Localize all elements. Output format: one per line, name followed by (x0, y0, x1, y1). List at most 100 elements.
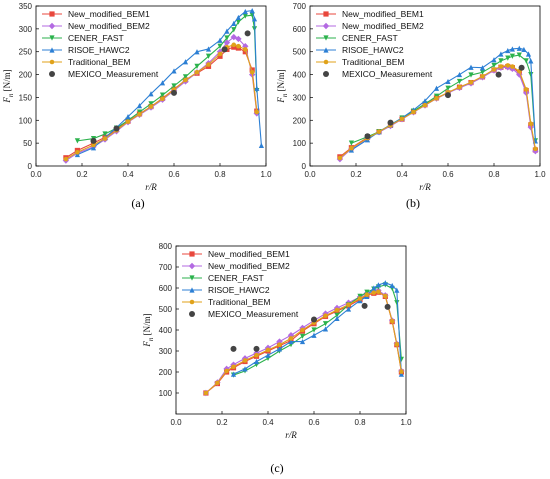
legend: New_modified_BEM1 New_modified_BEM2 CENER_… (182, 249, 299, 319)
data-point-traditional-bem (389, 318, 395, 324)
data-point-risoe-hawc2 (136, 103, 143, 109)
legend-marker-new-modified-bem1 (189, 251, 195, 257)
legend-marker-cener-fast (189, 275, 195, 281)
data-point-risoe-hawc2 (394, 287, 400, 293)
data-point-cener-fast (224, 35, 230, 41)
legend-marker-risoe-hawc2 (189, 287, 195, 293)
data-point-traditional-bem (394, 341, 400, 347)
data-point-traditional-bem (457, 84, 462, 90)
y-tick-label: 500 (159, 305, 173, 314)
data-point-traditional-bem (148, 104, 154, 109)
legend-label-mexico-measurement: MEXICO_Measurement (68, 69, 159, 79)
data-point-traditional-bem (376, 129, 382, 135)
data-point-mexico-measurement (364, 133, 371, 140)
data-point-new-modified-bem2 (516, 71, 523, 78)
data-point-cener-fast (299, 333, 306, 339)
data-point-risoe-hawc2 (322, 326, 329, 332)
data-point-risoe-hawc2 (242, 366, 248, 372)
y-axis-label: Fn [N/m] (276, 69, 289, 103)
legend-marker-risoe-hawc2 (49, 47, 55, 53)
data-point-risoe-hawc2 (205, 46, 212, 52)
data-point-cener-fast (528, 71, 534, 78)
x-tick-label: 0.8 (354, 418, 366, 427)
y-tick-label: 200 (293, 116, 307, 125)
y-axis-label: Fn [N/m] (142, 313, 155, 347)
data-point-cener-fast (102, 131, 108, 137)
x-tick-label: 0.4 (396, 170, 408, 179)
data-point-cener-fast (479, 69, 486, 75)
data-point-traditional-bem (125, 119, 131, 124)
data-point-risoe-hawc2 (276, 346, 283, 352)
legend-marker-new-modified-bem2 (188, 262, 196, 270)
data-point-risoe-hawc2 (171, 68, 177, 74)
data-point-risoe-hawc2 (491, 57, 497, 63)
x-tick-label: 0.6 (308, 418, 320, 427)
data-point-traditional-bem (468, 80, 474, 85)
data-point-risoe-hawc2 (90, 145, 97, 151)
chart-panel-1: 0.0 0.2 0.4 0.6 0.8 1.0 0 50 100 150 200 250 300 350 r… (2, 2, 272, 210)
data-point-mexico-measurement (361, 302, 368, 309)
data-point-traditional-bem (160, 96, 165, 102)
legend-label-cener-fast: CENER_FAST (208, 273, 264, 283)
legend-marker-new-modified-bem1 (49, 11, 55, 17)
y-tick-label: 300 (19, 25, 33, 34)
data-point-cener-fast (242, 13, 248, 19)
x-axis-label: r/R (419, 182, 431, 192)
x-tick-label: 1.0 (400, 418, 412, 427)
legend-label-new-modified-bem2: New_modified_BEM2 (68, 21, 150, 31)
series-layer (202, 280, 405, 397)
data-point-risoe-hawc2 (345, 306, 352, 312)
data-point-risoe-hawc2 (456, 71, 463, 78)
data-point-traditional-bem (505, 63, 511, 68)
data-point-cener-fast (509, 53, 515, 59)
legend-label-cener-fast: CENER_FAST (342, 33, 398, 43)
x-tick-label: 0.8 (214, 170, 226, 179)
data-point-traditional-bem (243, 47, 248, 52)
legend-label-risoe-hawc2: RISOE_HAWC2 (342, 45, 404, 55)
data-point-mexico-measurement (171, 89, 177, 96)
legend-label-traditional-bem: Traditional_BEM (342, 57, 405, 67)
data-point-traditional-bem (411, 109, 416, 115)
panel-label: (a) (131, 196, 144, 210)
legend-label-mexico-measurement: MEXICO_Measurement (342, 69, 433, 79)
data-point-traditional-bem (206, 62, 211, 67)
data-point-risoe-hawc2 (468, 64, 474, 70)
data-point-traditional-bem (510, 64, 515, 69)
data-point-risoe-hawc2 (433, 85, 440, 91)
data-point-cener-fast (182, 74, 189, 80)
y-tick-label: 500 (293, 48, 307, 57)
data-point-mexico-measurement (113, 125, 120, 132)
data-point-cener-fast (235, 19, 241, 25)
legend-label-traditional-bem: Traditional_BEM (68, 57, 131, 67)
data-point-risoe-hawc2 (516, 45, 522, 51)
plot-frame (35, 5, 267, 167)
data-point-cener-fast (217, 43, 223, 49)
data-point-risoe-hawc2 (254, 85, 260, 91)
data-point-risoe-hawc2 (230, 371, 237, 377)
y-tick-label: 700 (159, 263, 173, 272)
data-point-traditional-bem (236, 43, 241, 49)
legend-marker-traditional-bem (49, 59, 55, 65)
x-tick-label: 0.4 (262, 418, 274, 427)
data-point-traditional-bem (480, 74, 485, 79)
data-point-traditional-bem (254, 352, 259, 358)
data-point-cener-fast (194, 63, 200, 69)
data-point-traditional-bem (383, 293, 388, 299)
x-axis-label: r/R (145, 182, 157, 192)
y-tick-label: 200 (159, 368, 173, 377)
legend: New_modified_BEM1 New_modified_BEM2 CENER_… (42, 9, 159, 79)
y-axis-label: Fn [N/m] (2, 69, 15, 103)
data-point-risoe-hawc2 (159, 80, 166, 86)
data-point-mexico-measurement (230, 345, 237, 352)
legend-label-mexico-measurement: MEXICO_Measurement (208, 309, 299, 319)
data-point-traditional-bem (434, 96, 439, 101)
data-point-mexico-measurement (90, 137, 97, 144)
y-tick-label: 100 (19, 116, 33, 125)
x-tick-label: 0.0 (170, 418, 182, 427)
data-point-traditional-bem (215, 380, 220, 386)
data-point-risoe-hawc2 (231, 20, 237, 26)
data-point-risoe-hawc2 (194, 49, 200, 55)
data-point-traditional-bem (249, 69, 255, 75)
legend-marker-mexico-measurement (323, 71, 329, 77)
data-point-traditional-bem (498, 64, 504, 69)
